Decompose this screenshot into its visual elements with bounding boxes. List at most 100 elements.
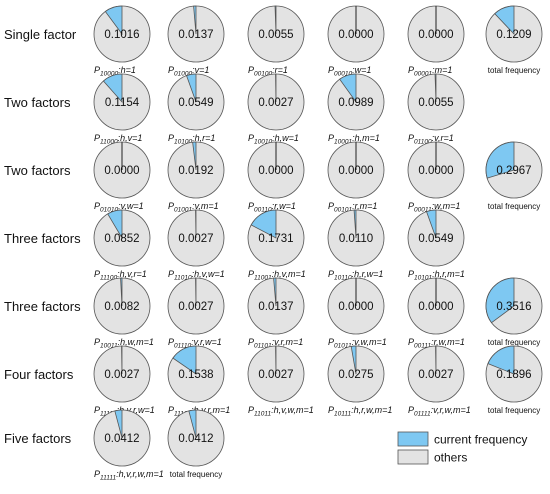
caption-condition: :r,w,m=1 xyxy=(431,337,465,347)
pie-caption: P00101:r,m=1 xyxy=(328,201,377,214)
pie: 0.1154 P11000:h,v=1 xyxy=(93,73,151,146)
caption-symbol: P xyxy=(248,65,254,75)
pie-value-label: 0.0000 xyxy=(104,165,139,177)
pie-caption: P10100:h,r=1 xyxy=(168,133,215,146)
legend-swatch-current xyxy=(397,431,429,447)
pie-slice-current xyxy=(193,5,197,35)
caption-subscript: 01110 xyxy=(174,343,191,350)
caption-subscript: 01011 xyxy=(334,343,352,350)
pie: 0.0000 P00101:r,m=1 xyxy=(327,141,385,214)
pie-value-label: 0.0027 xyxy=(418,369,453,381)
pie-caption: P11010:h,v,w=1 xyxy=(168,269,225,282)
pie-value-label: 0.0000 xyxy=(338,165,373,177)
caption-subscript: 00010 xyxy=(334,71,352,78)
caption-condition: :v,w=1 xyxy=(118,201,144,211)
pie-caption: P10010:h,w=1 xyxy=(248,133,299,146)
pie-slice-current xyxy=(487,345,515,375)
caption-subscript: 01010 xyxy=(100,207,118,214)
pie: 0.0055 P00100:r=1 xyxy=(247,5,305,78)
pie-caption: P11000:h,v=1 xyxy=(94,133,142,146)
pie: 0.0000 P00001:m=1 xyxy=(407,5,465,78)
pie-caption: P10101:h,r,m=1 xyxy=(408,269,465,282)
pie-slice-current xyxy=(188,409,197,439)
caption-condition: :w,m=1 xyxy=(432,201,461,211)
pie-caption: P11001:h,v,m=1 xyxy=(248,269,306,282)
pie-value-label: 0.0137 xyxy=(258,301,293,313)
legend-label-others: others xyxy=(434,451,467,465)
caption-symbol: P xyxy=(94,469,100,479)
pie-value-label: 0.0110 xyxy=(339,233,373,245)
pie-caption: P00111:r,w,m=1 xyxy=(408,337,465,350)
row-label: Four factors xyxy=(4,367,74,382)
pie-caption: P01000:v=1 xyxy=(168,65,209,78)
pie: 0.0549 P10100:h,r=1 xyxy=(167,73,225,146)
pie-value-label: 0.0192 xyxy=(178,165,213,177)
caption-subscript: 01000 xyxy=(174,71,192,78)
pie-slice-current xyxy=(172,345,197,375)
pie: 0.0549 P10101:h,r,m=1 xyxy=(407,209,465,282)
pie: 0.0027 P10010:h,w=1 xyxy=(247,73,305,146)
pie-value-label: 0.1538 xyxy=(178,369,213,381)
pie-caption: P10001:h,m=1 xyxy=(328,133,380,146)
pie: 0.0000 P00110:r,w=1 xyxy=(247,141,305,214)
pie-total: 0.3516 total frequency xyxy=(485,277,543,347)
pie-value-label: 0.0055 xyxy=(418,97,453,109)
caption-subscript: 11000 xyxy=(100,139,118,146)
pie-slice-current xyxy=(339,73,357,104)
pie-value-label: 0.0027 xyxy=(258,97,293,109)
pie-row: Two factors 0.0000P01010:v,w=10.0192P0100… xyxy=(4,141,543,214)
pie-caption: P01001:v,m=1 xyxy=(168,201,219,214)
caption-subscript: 11001 xyxy=(254,275,272,282)
pie-row: Three factors 0.0082P10011:h,w,m=10.0027P… xyxy=(4,277,543,350)
pie-value-label: 0.0055 xyxy=(258,29,293,41)
caption-condition: :h,r,m=1 xyxy=(432,269,465,279)
pie-row: Five factors 0.0412P11111:h,v,r,w,m=10.04… xyxy=(4,409,225,482)
pie-rows: Single factor 0.1016P10000:h=10.0137P0100… xyxy=(4,5,543,482)
pie-value-label: 0.0027 xyxy=(258,369,293,381)
caption-subscript: 10100 xyxy=(174,139,192,146)
caption-condition: :m=1 xyxy=(432,65,452,75)
pie-caption: P00110:r,w=1 xyxy=(248,201,296,214)
pie: 0.0275 P10111:h,r,w,m=1 xyxy=(327,345,392,418)
pie: 0.0137 P01101:v,r,m=1 xyxy=(247,277,305,350)
row-label: Three factors xyxy=(4,231,81,246)
pie-slice-current xyxy=(102,73,123,104)
legend-swatch-others xyxy=(397,449,429,465)
pie: 0.0852 P11100:h,v,r=1 xyxy=(93,209,151,282)
caption-subscript: 11111 xyxy=(100,475,117,482)
pie-caption: P10011:h,w,m=1 xyxy=(94,337,154,350)
caption-symbol: P xyxy=(248,133,254,143)
pie-value-label: 0.0137 xyxy=(178,29,213,41)
pie: 0.0000 P01010:v,w=1 xyxy=(93,141,151,214)
pie-slice-current xyxy=(250,209,277,239)
caption-symbol: P xyxy=(408,269,414,279)
caption-subscript: 11011 xyxy=(254,411,271,418)
caption-subscript: 10011 xyxy=(100,343,118,350)
caption-condition: :h,w,m=1 xyxy=(118,337,154,347)
pie-value-label: 0.1731 xyxy=(258,233,293,245)
pie: 0.0027P11110:h,v,r,w=1 xyxy=(93,345,155,418)
caption-subscript: 01001 xyxy=(174,207,192,214)
pie: 0.0027 P01111:v,r,w,m=1 xyxy=(407,345,471,418)
pie-caption: P00100:r=1 xyxy=(248,65,288,78)
pie-caption: P01010:v,w=1 xyxy=(94,201,144,214)
pie: 0.0027 P11010:h,v,w=1 xyxy=(167,209,225,282)
caption-condition: :h,m=1 xyxy=(352,133,380,143)
caption-symbol: P xyxy=(168,405,174,415)
pie-value-label: 0.0027 xyxy=(104,369,139,381)
pie-slice-current xyxy=(426,209,437,239)
caption-symbol: P xyxy=(248,405,254,415)
pie-caption: P11111:h,v,r,w,m=1 xyxy=(94,469,164,482)
pie-value-label: 0.0852 xyxy=(104,233,139,245)
caption-condition: :r=1 xyxy=(272,65,288,75)
pie-value-label: 0.0549 xyxy=(178,97,213,109)
caption-condition: :h,v,m=1 xyxy=(272,269,306,279)
caption-symbol: P xyxy=(168,269,174,279)
pie-slice-current xyxy=(350,345,357,375)
row-label: Two factors xyxy=(4,95,71,110)
pie-row: Four factors 0.0027P11110:h,v,r,w=1 0.1538… xyxy=(4,345,543,418)
pie-slice-current xyxy=(434,73,437,103)
caption-condition: :r,m=1 xyxy=(352,201,377,211)
caption-condition: :h,v=1 xyxy=(118,133,143,143)
